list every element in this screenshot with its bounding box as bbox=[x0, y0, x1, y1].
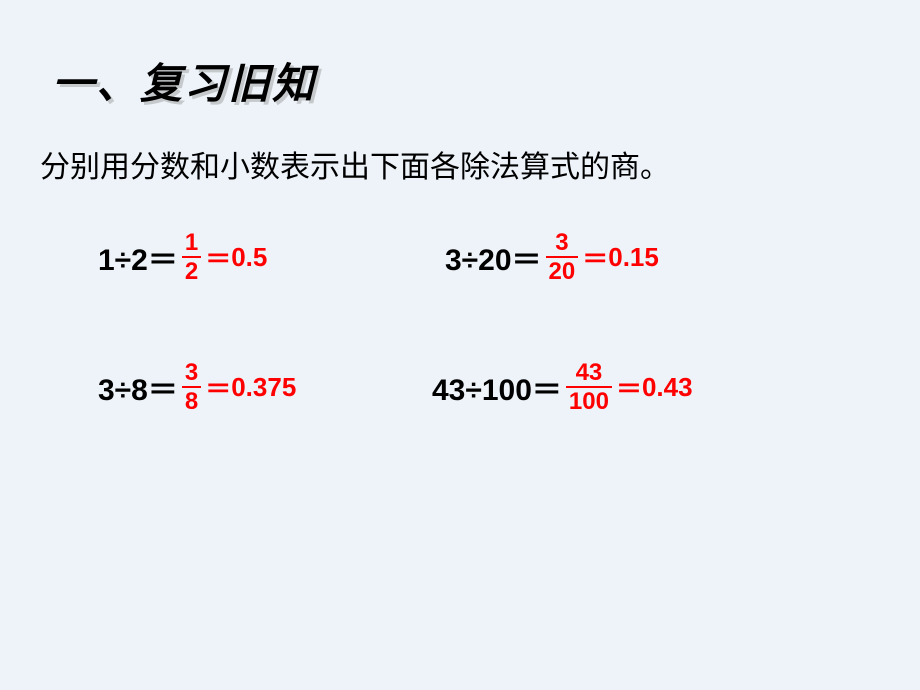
decimal-value: 0.43 bbox=[642, 372, 693, 403]
equation-row: 3÷20＝ 3 20 ＝ 0.15 bbox=[445, 230, 659, 284]
numerator: 3 bbox=[552, 230, 571, 256]
denominator: 20 bbox=[546, 256, 579, 284]
denominator: 100 bbox=[566, 386, 612, 414]
expression: 3÷8＝ bbox=[98, 365, 178, 409]
fraction: 1 2 bbox=[182, 230, 201, 284]
numerator: 3 bbox=[182, 360, 201, 386]
equation-row: 43÷100＝ 43 100 ＝ 0.43 bbox=[432, 360, 693, 414]
slide: 一、复习旧知 一、复习旧知 分别用分数和小数表示出下面各除法算式的商。 1÷2＝… bbox=[0, 0, 920, 690]
numerator: 43 bbox=[573, 360, 606, 386]
equals-sign: ＝ bbox=[616, 369, 642, 406]
fraction: 3 20 bbox=[546, 230, 579, 284]
decimal-value: 0.375 bbox=[231, 372, 296, 403]
subtitle: 分别用分数和小数表示出下面各除法算式的商。 bbox=[40, 142, 670, 186]
expression: 1÷2＝ bbox=[98, 235, 178, 279]
equals-sign: ＝ bbox=[205, 369, 231, 406]
equation-row: 1÷2＝ 1 2 ＝ 0.5 bbox=[98, 230, 267, 284]
expression: 43÷100＝ bbox=[432, 365, 562, 409]
numerator: 1 bbox=[182, 230, 201, 256]
denominator: 8 bbox=[182, 386, 201, 414]
fraction: 3 8 bbox=[182, 360, 201, 414]
expression: 3÷20＝ bbox=[445, 235, 542, 279]
decimal-value: 0.5 bbox=[231, 242, 267, 273]
fraction: 43 100 bbox=[566, 360, 612, 414]
equation-row: 3÷8＝ 3 8 ＝ 0.375 bbox=[98, 360, 296, 414]
equals-sign: ＝ bbox=[582, 239, 608, 276]
page-title: 一、复习旧知 bbox=[52, 50, 316, 111]
denominator: 2 bbox=[182, 256, 201, 284]
decimal-value: 0.15 bbox=[608, 242, 659, 273]
equals-sign: ＝ bbox=[205, 239, 231, 276]
